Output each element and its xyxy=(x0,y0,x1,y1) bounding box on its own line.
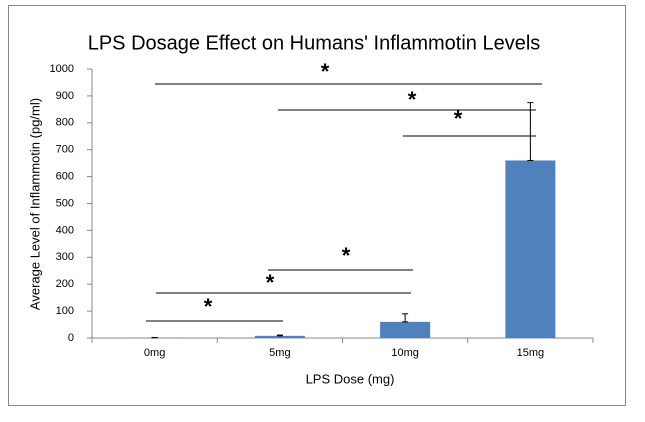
y-tick-label: 600 xyxy=(56,171,74,183)
bar xyxy=(505,160,556,338)
x-tick-label: 15mg xyxy=(517,347,545,359)
y-tick-label: 700 xyxy=(56,144,74,156)
y-tick-label: 200 xyxy=(56,278,74,290)
error-bar xyxy=(402,313,409,323)
y-tick-label: 800 xyxy=(56,117,74,129)
y-tick-label: 900 xyxy=(56,90,74,102)
y-tick-label: 500 xyxy=(56,197,74,209)
bar xyxy=(380,321,431,338)
bar xyxy=(254,335,305,338)
x-tick-label: 10mg xyxy=(391,347,419,359)
y-tick-label: 300 xyxy=(56,251,74,263)
significance-star: * xyxy=(342,243,351,268)
error-bar xyxy=(276,334,283,337)
significance-star: * xyxy=(321,59,330,84)
y-tick-label: 400 xyxy=(56,224,74,236)
chart-title: LPS Dosage Effect on Humans' Inflammotin… xyxy=(88,32,541,54)
significance-star: * xyxy=(204,294,213,319)
x-axis-title: LPS Dose (mg) xyxy=(306,371,395,386)
error-bar xyxy=(527,102,534,161)
significance-star: * xyxy=(454,106,463,131)
y-tick-label: 100 xyxy=(56,305,74,317)
y-axis-title: Average Level of Inflammotin (pg/ml) xyxy=(27,98,42,310)
y-tick-label: 0 xyxy=(68,332,74,344)
x-tick-label: 5mg xyxy=(269,347,290,359)
significance-star: * xyxy=(408,87,417,112)
significance-star: * xyxy=(266,270,275,295)
y-tick-label: 1000 xyxy=(50,63,74,75)
x-tick-label: 0mg xyxy=(144,347,165,359)
